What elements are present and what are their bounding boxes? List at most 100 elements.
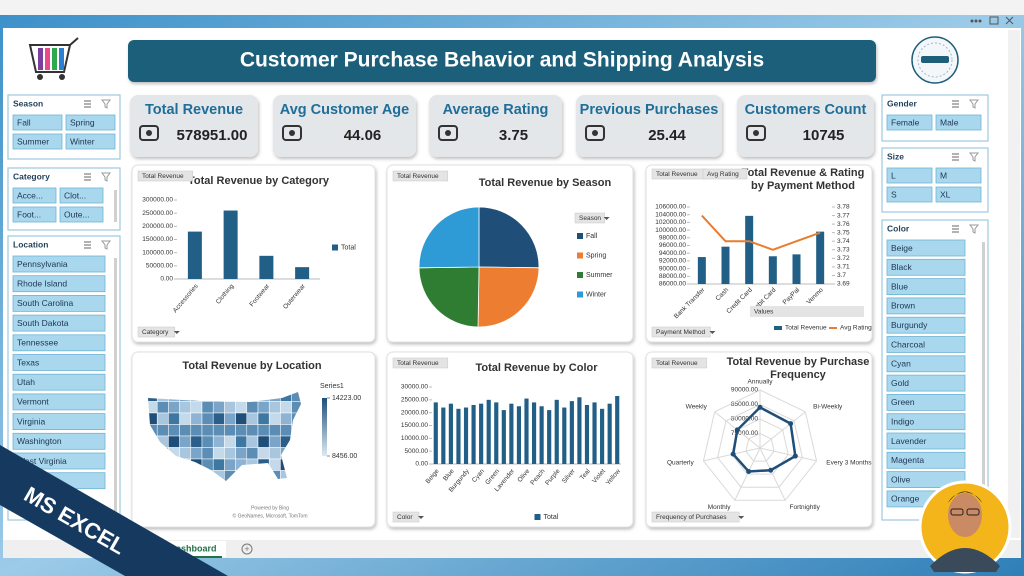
slicer-item-label[interactable]: South Dakota (17, 318, 69, 328)
field-button-label[interactable]: Total Revenue (142, 173, 184, 180)
slicer-item[interactable] (12, 393, 106, 411)
slicer-item-label[interactable]: Blue (891, 281, 908, 291)
slicer-item-label[interactable]: Gold (891, 378, 909, 388)
slicer-item[interactable] (12, 432, 106, 450)
slicer-item-label[interactable]: Oute... (64, 209, 90, 219)
axis-field-button-label[interactable]: Category (142, 329, 169, 336)
slicer-item-label[interactable]: Female (891, 117, 920, 127)
field-button-label[interactable]: Total Revenue (397, 360, 439, 367)
slicer-item-label[interactable]: M (940, 170, 947, 180)
slicer-item-label[interactable]: XL (940, 189, 951, 199)
slicer-item-label[interactable]: Orange (891, 494, 920, 504)
slicer-item[interactable] (886, 451, 966, 469)
slicer-item-label[interactable]: S (891, 189, 897, 199)
slicer-item[interactable] (12, 133, 63, 150)
slicer-item-label[interactable]: Pennsylvania (17, 259, 68, 269)
slicer-item[interactable] (12, 275, 106, 293)
slicer-item[interactable] (59, 206, 104, 223)
slicer-multiselect[interactable] (952, 100, 959, 108)
sheet-tab-label[interactable]: Dashboard (169, 543, 216, 553)
slicer-item-label[interactable]: Foot... (17, 209, 41, 219)
slicer-item-label[interactable]: Winter (70, 136, 95, 146)
field-button[interactable] (137, 170, 194, 182)
slicer-item-label[interactable]: Burgundy (891, 320, 928, 330)
slicer-item[interactable] (886, 258, 966, 276)
slicer-item-label[interactable]: Utah (17, 377, 35, 387)
axis-field-button-label[interactable]: Color (397, 514, 413, 521)
slicer-item[interactable] (12, 187, 57, 204)
slicer-multiselect[interactable] (952, 153, 959, 161)
slicer-item-label[interactable]: Fall (17, 117, 31, 127)
slicer-item[interactable] (886, 186, 933, 203)
slicer-item-label[interactable]: Magenta (891, 455, 924, 465)
slicer-item[interactable] (886, 167, 933, 184)
slicer-clear[interactable] (969, 99, 979, 109)
slicer-item[interactable] (886, 393, 966, 411)
slicer-item[interactable] (12, 255, 106, 273)
slicer-item[interactable] (886, 355, 966, 373)
slicer-item[interactable] (886, 278, 966, 296)
field-button-label[interactable]: Avg Rating (707, 171, 739, 178)
slicer-item[interactable] (12, 206, 57, 223)
slicer-item[interactable] (886, 374, 966, 392)
slicer-item[interactable] (886, 336, 966, 353)
slicer-item[interactable] (12, 413, 106, 431)
slicer-item-label[interactable]: Cyan (891, 359, 911, 369)
slicer-item-label[interactable]: Charcoal (891, 339, 925, 349)
slicer-clear[interactable] (101, 172, 111, 182)
slicer-item[interactable] (12, 314, 106, 332)
field-button-label[interactable]: Total Revenue (397, 173, 439, 180)
axis-field-button-label[interactable]: Season (579, 215, 601, 222)
slicer-item-label[interactable]: Acce... (17, 190, 43, 200)
slicer-clear[interactable] (101, 99, 111, 109)
slicer-item-label[interactable]: Brown (891, 301, 915, 311)
slicer-item[interactable] (935, 186, 982, 203)
slicer-item[interactable] (12, 294, 106, 312)
slicer-item-label[interactable]: Spring (70, 117, 95, 127)
slicer-item-label[interactable]: Rhode Island (17, 278, 67, 288)
slicer-item[interactable] (12, 373, 106, 391)
field-button[interactable] (392, 170, 449, 182)
slicer-item[interactable] (886, 316, 966, 334)
field-button[interactable] (392, 357, 449, 369)
slicer-item-label[interactable]: Green (891, 397, 915, 407)
slicer-clear[interactable] (969, 224, 979, 234)
slicer-item-label[interactable]: Washington (17, 436, 62, 446)
slicer-item[interactable] (12, 114, 63, 131)
slicer-multiselect[interactable] (84, 241, 91, 249)
slicer-multiselect[interactable] (84, 100, 91, 108)
slicer-item[interactable] (65, 133, 116, 150)
slicer-item-label[interactable]: Indigo (891, 416, 914, 426)
slicer-item[interactable] (59, 187, 104, 204)
slicer-item[interactable] (935, 114, 982, 131)
slicer-item-label[interactable]: Male (940, 117, 959, 127)
slicer-item[interactable] (886, 239, 966, 257)
slicer-item[interactable] (886, 297, 966, 315)
slicer-item[interactable] (65, 114, 116, 131)
slicer-item-label[interactable]: Virginia (17, 416, 45, 426)
slicer-item-label[interactable]: Summer (17, 136, 49, 146)
slicer-item[interactable] (886, 114, 933, 131)
slicer-item-label[interactable]: West Virginia (17, 456, 67, 466)
slicer-multiselect[interactable] (952, 225, 959, 233)
slicer-clear[interactable] (101, 240, 111, 250)
slicer-item-label[interactable]: Beige (891, 243, 913, 253)
add-sheet[interactable] (241, 543, 253, 555)
slicer-item-label[interactable]: L (891, 170, 896, 180)
scrollbar[interactable] (1008, 30, 1020, 538)
slicer-item-label[interactable]: Black (891, 262, 913, 272)
field-button[interactable] (702, 168, 748, 180)
axis-field-button-label[interactable]: Frequency of Purchases (656, 514, 727, 521)
slicer-item[interactable] (935, 167, 982, 184)
field-button-label[interactable]: Total Revenue (656, 360, 698, 367)
add-sheet-icon[interactable]: + (244, 544, 249, 554)
slicer-item[interactable] (886, 432, 966, 450)
slicer-multiselect[interactable] (84, 173, 91, 181)
slicer-item[interactable] (12, 334, 106, 352)
slicer-item-label[interactable]: Olive (891, 474, 911, 484)
slicer-item-label[interactable]: Texas (17, 357, 39, 367)
slicer-item[interactable] (886, 413, 966, 431)
slicer-item-label[interactable]: Lavender (891, 436, 927, 446)
slicer-item[interactable] (886, 471, 966, 489)
slicer-clear[interactable] (969, 152, 979, 162)
